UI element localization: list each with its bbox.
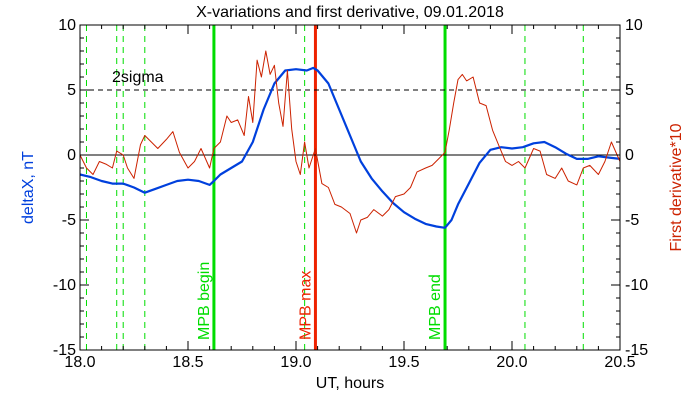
series-lines bbox=[79, 50, 621, 234]
series-line-first-derivative-10 bbox=[79, 50, 621, 234]
y-tick-label-left: -10 bbox=[53, 277, 76, 294]
y-tick-label-right: -5 bbox=[625, 212, 639, 229]
y-tick-label-left: -15 bbox=[53, 342, 76, 359]
x-tick-label: 18.0 bbox=[64, 354, 95, 371]
x-axis-label: UT, hours bbox=[316, 375, 384, 392]
y-tick-label-right: 10 bbox=[625, 17, 643, 34]
x-tick-label: 20.5 bbox=[604, 354, 635, 371]
x-tick-label: 19.0 bbox=[280, 354, 311, 371]
chart-title: X-variations and first derivative, 09.01… bbox=[196, 4, 504, 21]
vertical-marker-label: MPB begin bbox=[196, 262, 213, 340]
y-tick-label-left: 0 bbox=[67, 147, 76, 164]
axes bbox=[79, 24, 621, 351]
y-tick-label-right: -15 bbox=[625, 342, 648, 359]
y-tick-label-right: 5 bbox=[625, 82, 634, 99]
x-tick-label: 19.5 bbox=[388, 354, 419, 371]
y-tick-label-right: 0 bbox=[625, 147, 634, 164]
vertical-marker-label: MPB end bbox=[427, 274, 444, 340]
y-tick-label-left: -5 bbox=[62, 212, 76, 229]
text-labels: MPB begin MPB max MPB end 2sigma 18.0 18.5 19.… bbox=[20, 4, 685, 392]
vertical-marker-label: MPB max bbox=[297, 271, 314, 340]
y-tick-label-left: 10 bbox=[58, 17, 76, 34]
reference-lines bbox=[80, 89, 620, 156]
y-tick-label-right: -10 bbox=[625, 277, 648, 294]
y-axis-label-right: First derivative*10 bbox=[668, 123, 685, 251]
y-tick-label-left: 5 bbox=[67, 82, 76, 99]
x-tick-label: 20.0 bbox=[496, 354, 527, 371]
plot-frame bbox=[79, 24, 621, 351]
marker-lines bbox=[85, 25, 584, 350]
series-line-deltax bbox=[79, 66, 621, 229]
y-axis-label-left: deltaX, nT bbox=[20, 151, 37, 224]
x-tick-label: 18.5 bbox=[172, 354, 203, 371]
reference-line-label: 2sigma bbox=[112, 69, 164, 86]
